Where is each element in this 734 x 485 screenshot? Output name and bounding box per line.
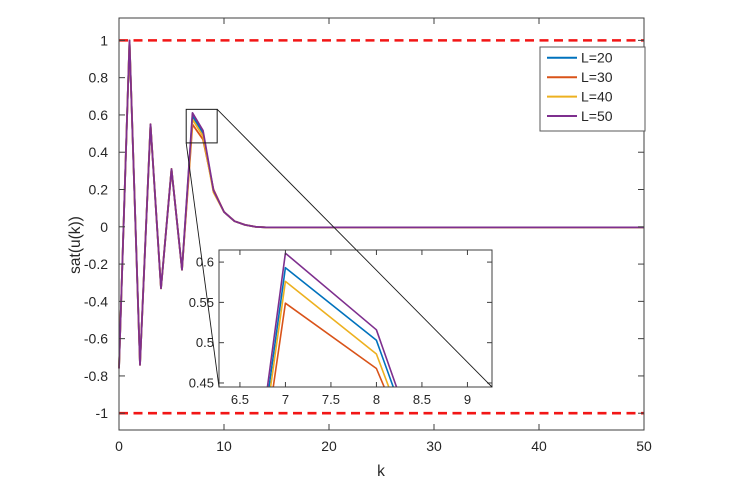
inset-x-tick-label: 6.5	[231, 392, 249, 407]
y-tick-label: -0.6	[84, 331, 108, 347]
saturation-bound-lines	[119, 39, 644, 415]
legend-entry-label: L=20	[581, 50, 613, 66]
inset-x-tick-label: 8.5	[413, 392, 431, 407]
zoom-connector-lines	[185, 109, 493, 388]
y-tick-label: 0.4	[89, 144, 109, 160]
y-tick-label: -0.4	[84, 293, 108, 309]
y-tick-label: -1	[96, 405, 109, 421]
y-tick-label: -0.2	[84, 256, 108, 272]
inset-background	[219, 250, 492, 387]
y-tick-label: 0	[100, 219, 108, 235]
legend-entry-label: L=40	[581, 88, 613, 104]
x-tick-label: 30	[426, 438, 442, 454]
inset-y-tick-label: 0.5	[196, 335, 214, 350]
zoom-connector-right	[216, 109, 493, 388]
y-tick-label: 0.8	[89, 70, 109, 86]
inset-y-tick-label: 0.6	[196, 255, 214, 270]
y-axis-label: sat(u(k))	[67, 216, 84, 274]
y-tick-label: 1	[100, 32, 108, 48]
inset-box	[218, 249, 493, 388]
inset-x-tick-label: 9	[464, 392, 471, 407]
inset-y-tick-label: 0.55	[189, 295, 214, 310]
series-lines	[118, 39, 644, 369]
axes: 0 10 20 30 40 50 1 0.8 0.6 0.4 0.2 0 -0.2 -0.4 -0.6 -0.…	[84, 17, 652, 454]
inset-x-tick-label: 8	[373, 392, 380, 407]
inset-y-tick-label: 0.45	[189, 375, 214, 390]
x-tick-label: 10	[216, 438, 232, 454]
legend-entry-label: L=50	[581, 108, 613, 124]
x-tick-label: 50	[636, 438, 652, 454]
x-tick-label: 20	[321, 438, 337, 454]
zoom-rectangle-annotation	[185, 108, 218, 144]
x-axis-label: k	[377, 463, 385, 480]
legend-entry-label: L=30	[581, 69, 613, 85]
x-tick-label: 40	[531, 438, 547, 454]
x-tick-label: 0	[115, 438, 123, 454]
zoom-connector-left	[185, 142, 220, 388]
legend: L=20 L=30 L=40 L=50	[539, 46, 646, 132]
y-tick-label: -0.8	[84, 368, 108, 384]
inset-x-tick-label: 7	[282, 392, 289, 407]
series-line-L=50	[118, 39, 644, 369]
zoom-source-rect	[185, 108, 218, 144]
y-tick-label: 0.6	[89, 107, 109, 123]
plot-box	[118, 17, 645, 431]
y-tick-label: 0.2	[89, 182, 109, 198]
inset-x-tick-label: 7.5	[322, 392, 340, 407]
